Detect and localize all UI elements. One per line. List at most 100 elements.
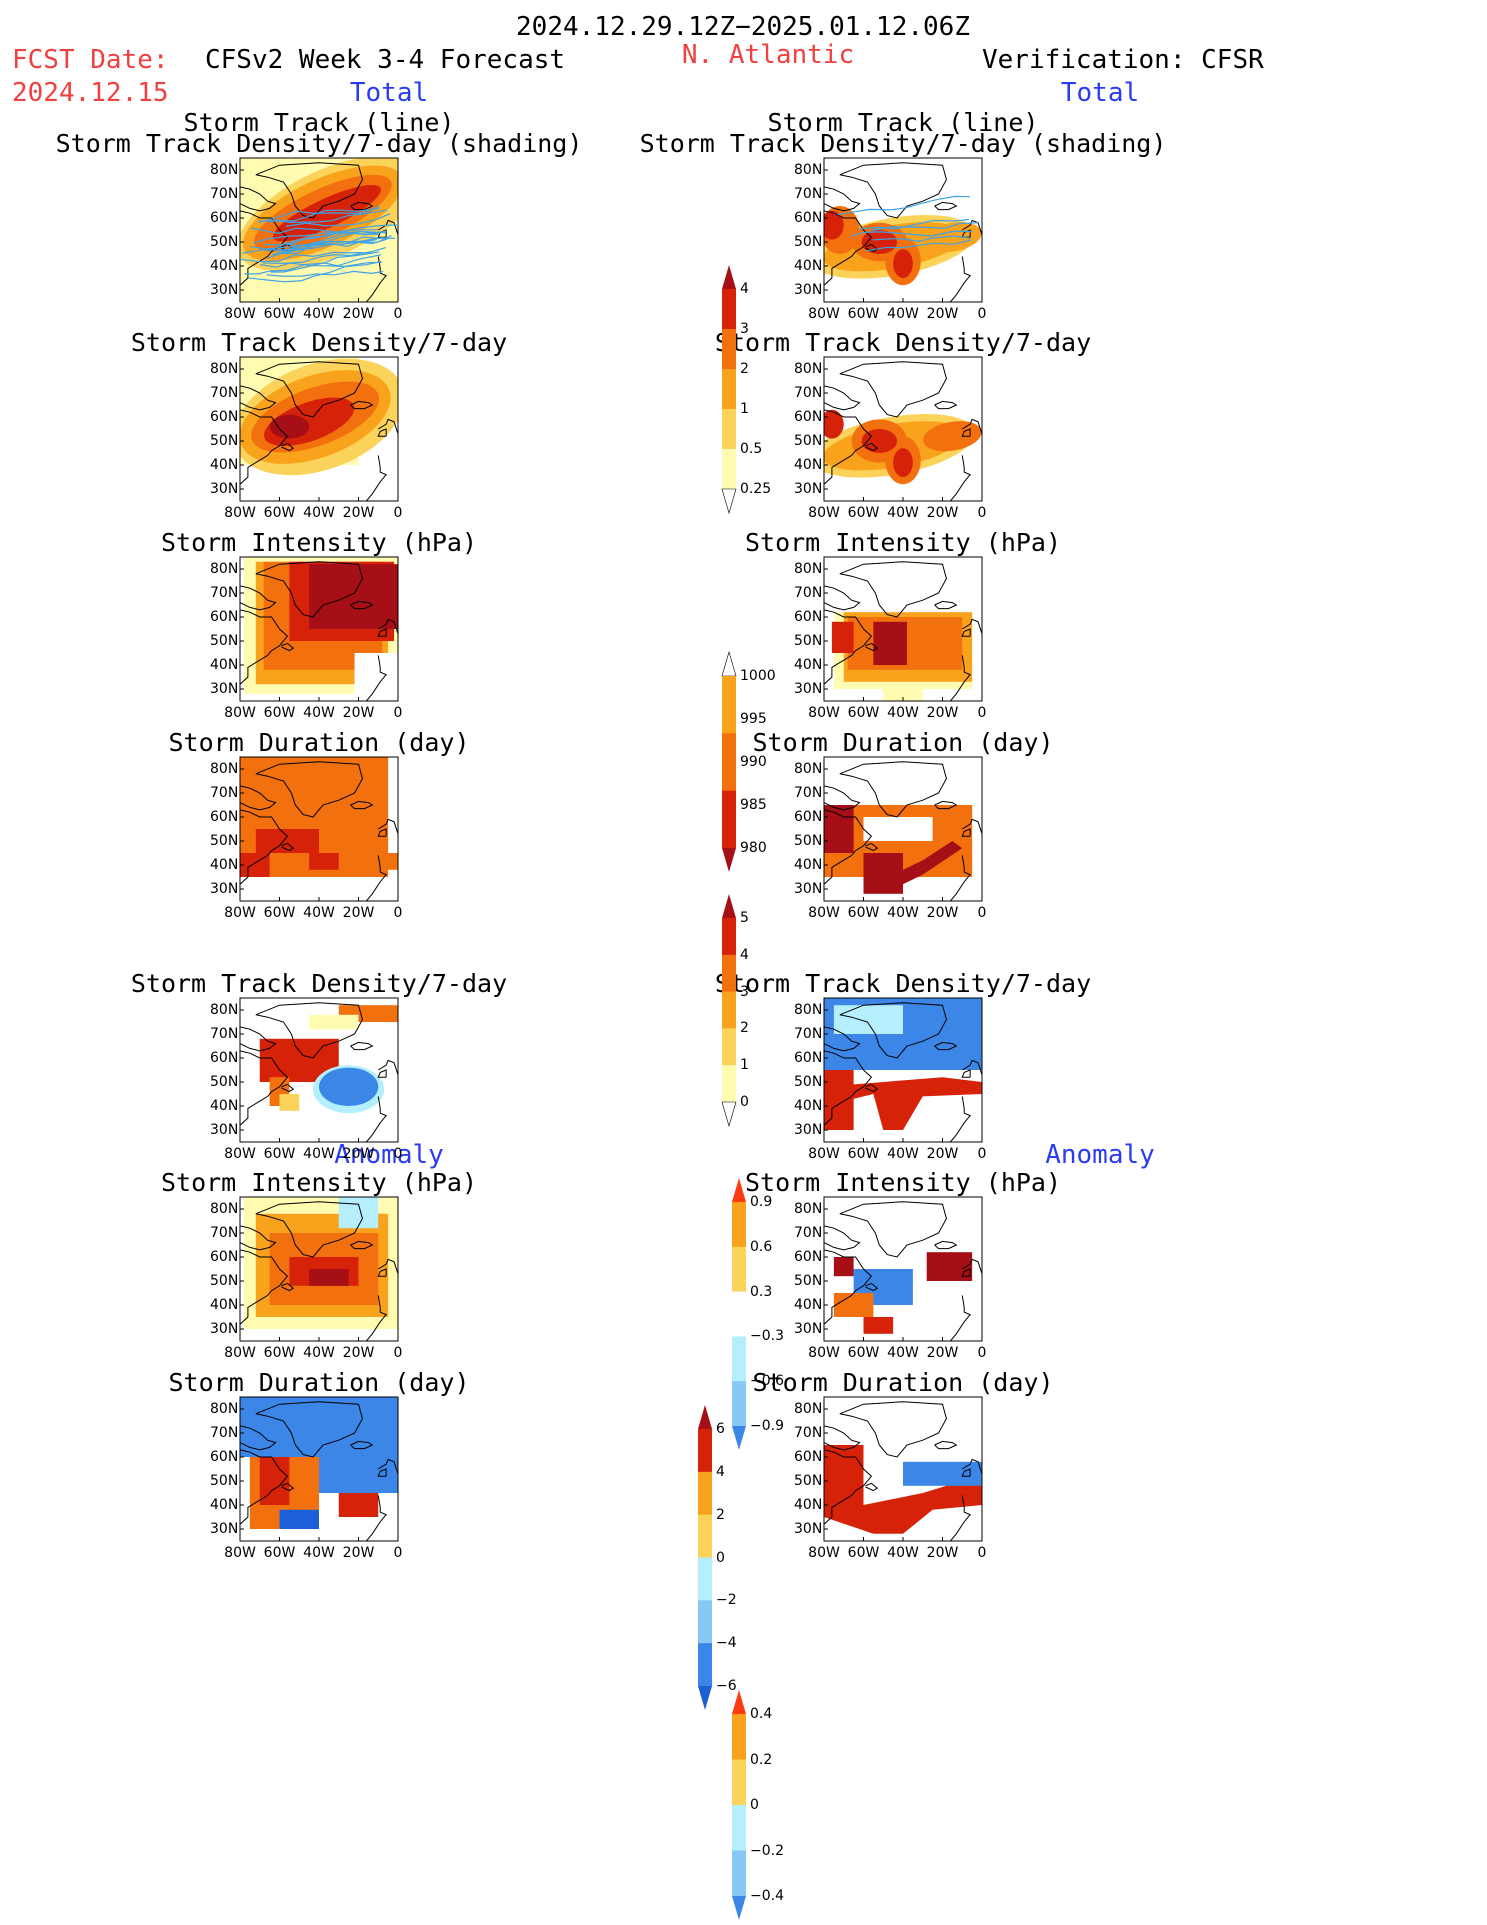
right-total-label: Total <box>1060 78 1140 108</box>
lat-tick-label: 30N <box>210 282 239 298</box>
lat-tick-label: 80N <box>794 561 823 577</box>
colorbar-label: 6 <box>716 1421 725 1437</box>
lon-tick-label: 60W <box>847 505 880 521</box>
lat-tick-label: 80N <box>210 761 239 777</box>
colorbar-segment <box>722 1065 736 1103</box>
lat-tick-label: 50N <box>794 1473 823 1489</box>
lon-tick-label: 80W <box>808 306 840 322</box>
lat-tick-label: 40N <box>210 1098 239 1114</box>
lon-tick-label: 20W <box>926 1545 959 1561</box>
map-ob-tot-density <box>823 356 983 502</box>
lat-tick-label: 30N <box>794 681 823 697</box>
shading-fc-anom-density <box>259 1005 398 1114</box>
colorbar-label: 0.3 <box>750 1283 773 1300</box>
lat-tick-label: 50N <box>210 1074 239 1090</box>
lat-tick-label: 80N <box>210 361 239 377</box>
lat-tick-label: 30N <box>794 1521 823 1537</box>
coastline-fc-anom-intensity <box>240 1201 398 1341</box>
shading-ob-anom-density <box>824 998 982 1130</box>
colorbar-segment <box>722 369 736 410</box>
colorbar-segment <box>732 1850 746 1897</box>
colorbar-label: 995 <box>740 711 767 727</box>
lat-tick-label: 70N <box>794 1225 823 1241</box>
lat-tick-label: 50N <box>210 633 239 649</box>
colorbar-label: −0.6 <box>750 1373 784 1390</box>
lat-tick-label: 60N <box>794 1050 823 1066</box>
panel-title-fc-tot-track: Storm Track (line) <box>183 108 455 137</box>
colorbar-label: 1000 <box>740 668 776 684</box>
lon-tick-label: 0 <box>393 505 403 521</box>
lat-tick-label: 40N <box>794 857 823 873</box>
lon-tick-label: 20W <box>926 905 959 921</box>
colorbar-label: −0.4 <box>750 1888 784 1904</box>
shading-fc-anom-intensity <box>243 1197 398 1329</box>
lon-tick-label: 0 <box>977 1345 987 1361</box>
colorbar-segment <box>722 676 736 734</box>
lat-tick-label: 70N <box>794 1026 823 1042</box>
map-fc-tot-intensity <box>239 556 399 702</box>
lat-tick-label: 50N <box>210 433 239 449</box>
colorbar-segment <box>722 954 736 993</box>
panel-title-ob-anom-density: Storm Track Density/7-day <box>714 969 1092 998</box>
lat-tick-label: 80N <box>210 162 239 178</box>
lon-tick-label: 80W <box>224 905 256 921</box>
lat-tick-label: 50N <box>210 1273 239 1289</box>
lon-tick-label: 80W <box>224 1345 256 1361</box>
lat-tick-label: 60N <box>210 409 239 425</box>
lat-tick-label: 60N <box>210 210 239 226</box>
panel-subtitle-fc-tot-track: Storm Track Density/7-day (shading) <box>55 129 583 158</box>
map-fc-anom-intensity <box>239 1196 399 1342</box>
lon-tick-label: 20W <box>342 1345 375 1361</box>
lat-tick-label: 30N <box>210 681 239 697</box>
lat-tick-label: 40N <box>794 1297 823 1313</box>
coastline-ob-tot-density <box>824 361 982 501</box>
lat-tick-label: 40N <box>794 657 823 673</box>
colorbar-segment <box>698 1557 712 1601</box>
coastline-ob-tot-intensity <box>824 561 982 701</box>
colorbar-top-arrow <box>732 1690 746 1714</box>
model-title: CFSv2 Week 3-4 Forecast <box>205 45 566 75</box>
colorbar-segment <box>698 1514 712 1558</box>
colorbar-segment <box>722 409 736 450</box>
colorbar-segment <box>732 1202 746 1248</box>
panel-title-fc-tot-duration: Storm Duration (day) <box>168 728 470 757</box>
lon-tick-label: 60W <box>847 1345 880 1361</box>
lon-tick-label: 20W <box>342 705 375 721</box>
colorbar-bottom-arrow <box>722 848 736 872</box>
lon-tick-label: 20W <box>342 306 375 322</box>
coastline-fc-anom-density <box>240 1002 398 1142</box>
lat-tick-label: 60N <box>210 1050 239 1066</box>
lat-tick-label: 60N <box>210 1449 239 1465</box>
shading-ob-anom-duration <box>824 1445 982 1534</box>
lat-tick-label: 50N <box>794 833 823 849</box>
lat-tick-label: 60N <box>210 809 239 825</box>
colorbar-cb-anom-duration <box>732 1690 746 1920</box>
colorbar-segment <box>698 1643 712 1687</box>
lat-tick-label: 70N <box>794 186 823 202</box>
colorbar-segment <box>722 991 736 1029</box>
lon-tick-label: 0 <box>393 1545 403 1561</box>
lat-tick-label: 70N <box>794 385 823 401</box>
lon-tick-label: 0 <box>977 306 987 322</box>
colorbar-label: 0.9 <box>750 1194 773 1210</box>
panel-title-fc-anom-density: Storm Track Density/7-day <box>130 969 508 998</box>
lon-tick-label: 60W <box>847 1545 880 1561</box>
lon-tick-label: 40W <box>303 1146 335 1162</box>
lon-tick-label: 40W <box>887 306 919 322</box>
lat-tick-label: 40N <box>210 457 239 473</box>
colorbar-label: 5 <box>740 910 749 926</box>
colorbar-label: 985 <box>740 797 767 813</box>
lat-tick-label: 50N <box>794 1273 823 1289</box>
lat-tick-label: 40N <box>210 657 239 673</box>
lat-tick-label: 40N <box>794 258 823 274</box>
coastline-fc-tot-intensity <box>240 561 398 701</box>
lat-tick-label: 50N <box>794 433 823 449</box>
lon-tick-label: 40W <box>887 1146 919 1162</box>
colorbar-bottom-arrow <box>721 488 737 515</box>
colorbar-segment <box>722 1028 736 1066</box>
colorbar-label: −0.9 <box>750 1418 784 1434</box>
lon-tick-label: 40W <box>303 1345 335 1361</box>
colorbar-cb-intensity <box>721 650 737 872</box>
lon-tick-label: 40W <box>887 905 919 921</box>
coastline-ob-tot-duration <box>824 761 982 901</box>
